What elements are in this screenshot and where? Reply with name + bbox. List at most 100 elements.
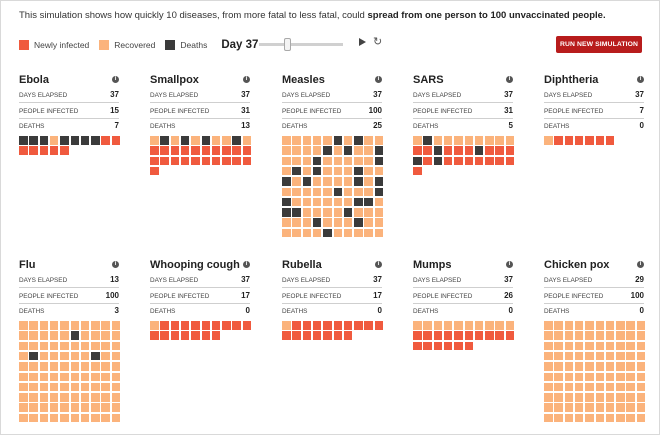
recovered-cell (70, 351, 80, 361)
stat-value: 0 (245, 306, 250, 315)
recovered-cell (544, 341, 553, 351)
recovered-cell (60, 393, 69, 402)
recovered-cell (626, 331, 635, 340)
recovered-cell (101, 372, 110, 382)
disease-name: Ebola (19, 74, 49, 86)
info-icon[interactable]: i (637, 76, 644, 83)
info-icon[interactable]: i (637, 261, 644, 268)
recovered-cell (544, 321, 553, 330)
run-new-simulation-button[interactable]: RUN NEW SIMULATION (556, 36, 642, 53)
stat-label: PEOPLE INFECTED (282, 293, 342, 300)
day-slider-handle[interactable] (284, 38, 291, 51)
death-cell (292, 166, 301, 176)
stat-row-infected: PEOPLE INFECTED 17 (150, 289, 250, 304)
death-cell (180, 136, 190, 145)
info-icon[interactable]: i (506, 76, 513, 83)
stat-label: PEOPLE INFECTED (544, 293, 604, 300)
info-icon[interactable]: i (375, 261, 382, 268)
death-cell (354, 166, 363, 176)
death-cell (312, 166, 322, 176)
newly-infected-cell (413, 341, 422, 351)
recovered-cell (111, 351, 121, 361)
newly-infected-cell (505, 156, 515, 166)
recovered-cell (485, 321, 494, 330)
stat-row-days: DAYS ELAPSED 37 (282, 88, 382, 103)
recovered-cell (433, 321, 443, 330)
newly-infected-cell (222, 146, 231, 155)
recovered-cell (343, 197, 353, 207)
info-icon[interactable]: i (243, 261, 250, 268)
recovered-cell (333, 156, 343, 166)
recovered-cell (312, 197, 322, 207)
recovered-cell (364, 228, 373, 238)
recovered-cell (49, 351, 59, 361)
stat-row-infected: PEOPLE INFECTED 31 (413, 104, 513, 119)
newly-infected-cell (495, 146, 504, 155)
newly-infected-cell (495, 331, 504, 340)
recovered-cell (70, 393, 80, 402)
info-icon[interactable]: i (506, 261, 513, 268)
recovered-cell (585, 362, 594, 371)
reload-icon[interactable]: ↻ (373, 36, 383, 48)
recovered-cell (312, 136, 322, 145)
newly-infected-cell (574, 136, 584, 145)
stat-value: 17 (373, 291, 382, 300)
stat-row-deaths: DEATHS 25 (282, 119, 382, 134)
newly-infected-cell (495, 156, 504, 166)
newly-infected-cell (111, 136, 121, 145)
recovered-cell (554, 382, 563, 392)
death-cell (70, 331, 80, 340)
disease-name: Chicken pox (544, 259, 610, 271)
newly-infected-cell (292, 321, 301, 330)
stat-value: 13 (110, 275, 119, 284)
recovered-cell (574, 351, 584, 361)
stat-value: 100 (630, 291, 644, 300)
recovered-cell (343, 228, 353, 238)
info-icon[interactable]: i (112, 76, 119, 83)
recovered-cell (80, 341, 90, 351)
info-icon[interactable]: i (243, 76, 250, 83)
recovered-cell (626, 403, 635, 412)
recovered-cell (91, 321, 100, 330)
info-icon[interactable]: i (375, 76, 382, 83)
newly-infected-cell (485, 146, 494, 155)
recovered-cell (605, 341, 615, 351)
recovered-cell (101, 382, 110, 392)
stat-row-deaths: DEATHS 3 (19, 304, 119, 319)
stat-label: DAYS ELAPSED (544, 92, 593, 99)
recovered-cell (19, 382, 28, 392)
recovered-cell (544, 351, 553, 361)
stat-row-deaths: DEATHS 0 (150, 304, 250, 319)
recovered-cell (554, 393, 563, 402)
recovered-cell (19, 321, 28, 330)
newly-infected-cell (454, 146, 463, 155)
death-cell (354, 218, 363, 227)
info-icon[interactable]: i (112, 261, 119, 268)
recovered-cell (111, 362, 121, 371)
recovered-cell (364, 166, 373, 176)
recovered-cell (605, 413, 615, 423)
recovered-cell (595, 372, 605, 382)
death-cell (374, 156, 384, 166)
play-icon[interactable] (359, 38, 366, 46)
day-slider[interactable] (259, 38, 343, 51)
recovered-cell (554, 413, 563, 423)
stat-row-days: DAYS ELAPSED 37 (413, 88, 513, 103)
recovered-cell (101, 331, 110, 340)
recovered-cell (60, 341, 69, 351)
recovered-cell (101, 351, 110, 361)
stat-value: 26 (504, 291, 513, 300)
newly-infected-cell (232, 146, 241, 155)
newly-infected-cell (191, 156, 200, 166)
recovered-cell (29, 403, 38, 412)
recovered-cell (595, 341, 605, 351)
stat-value: 5 (508, 121, 513, 130)
recovered-cell (564, 393, 574, 402)
death-cell (282, 197, 291, 207)
stat-label: PEOPLE INFECTED (19, 108, 79, 115)
recovered-cell (60, 413, 69, 423)
stat-label: DAYS ELAPSED (413, 92, 462, 99)
recovered-cell (544, 403, 553, 412)
stat-value: 37 (110, 90, 119, 99)
stat-value: 7 (639, 106, 644, 115)
